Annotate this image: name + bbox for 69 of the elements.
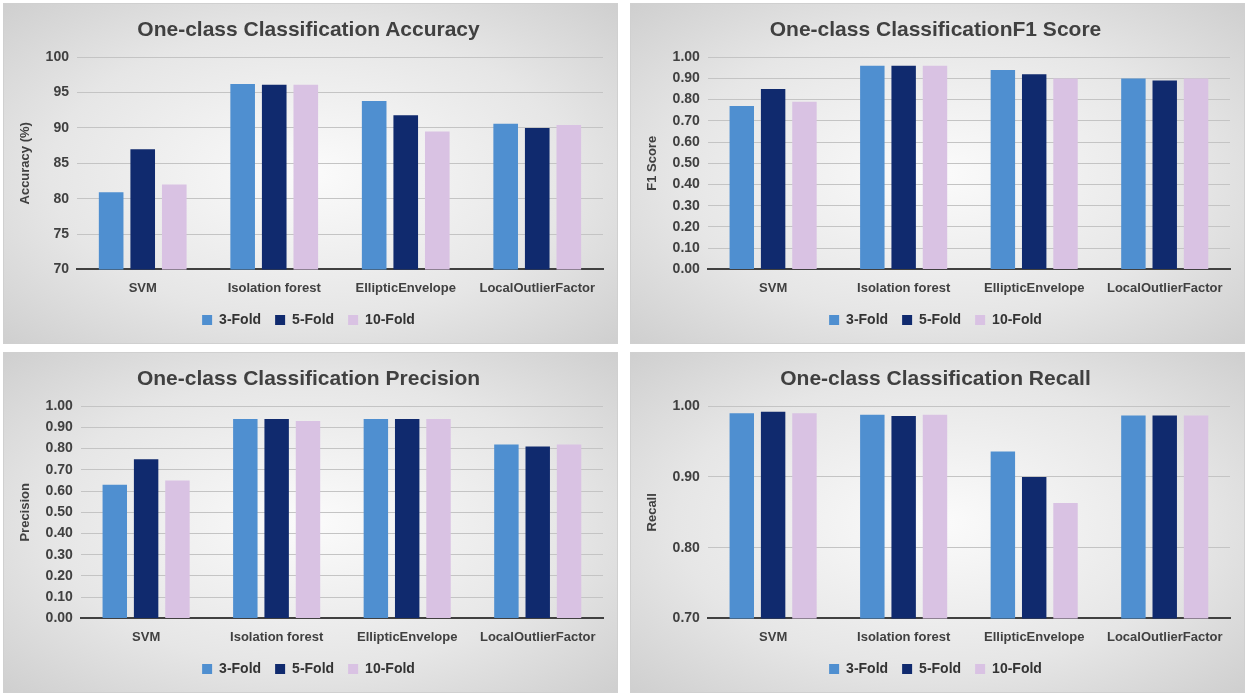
legend-label: 10-Fold bbox=[992, 310, 1042, 327]
y-tick-label: 70 bbox=[53, 260, 70, 277]
x-tick-label: LocalOutlierFactor bbox=[1106, 279, 1223, 295]
y-tick-label: 0.50 bbox=[672, 154, 701, 171]
legend-label: 3-Fold bbox=[219, 659, 262, 676]
y-tick-label: 0.00 bbox=[45, 609, 74, 626]
x-tick-label: EllipticEnvelope bbox=[983, 628, 1085, 644]
chart-title: One-class ClassificationF1 Score bbox=[769, 17, 1102, 41]
y-tick-label: 0.70 bbox=[45, 460, 74, 477]
y-tick-label: 0.20 bbox=[672, 217, 701, 234]
y-tick-label: 1.00 bbox=[672, 397, 701, 414]
x-tick-label: Isolation forest bbox=[230, 628, 324, 644]
chart-title: One-class Classification Accuracy bbox=[137, 17, 480, 41]
x-tick-label: LocalOutlierFactor bbox=[1106, 628, 1223, 644]
y-axis-title: F1 Score bbox=[644, 135, 660, 191]
x-tick-label: SVM bbox=[128, 279, 157, 295]
x-tick-label: LocalOutlierFactor bbox=[479, 279, 596, 295]
y-tick-label: 0.80 bbox=[672, 90, 701, 107]
y-tick-label: 0.90 bbox=[672, 69, 701, 86]
legend-label: 10-Fold bbox=[992, 659, 1042, 676]
y-tick-label: 0.80 bbox=[672, 538, 701, 555]
y-axis-title: Recall bbox=[644, 493, 660, 532]
y-tick-label: 100 bbox=[45, 48, 70, 65]
x-tick-label: Isolation forest bbox=[857, 628, 951, 644]
legend-label: 5-Fold bbox=[292, 310, 335, 327]
y-tick-label: 0.90 bbox=[672, 467, 701, 484]
y-tick-label: 0.40 bbox=[672, 175, 701, 192]
y-tick-label: 0.30 bbox=[672, 196, 701, 213]
y-tick-label: 0.70 bbox=[672, 111, 701, 128]
y-tick-label: 0.80 bbox=[45, 439, 74, 456]
y-tick-label: 75 bbox=[53, 224, 70, 241]
x-tick-label: EllipticEnvelope bbox=[355, 279, 456, 295]
legend-label: 5-Fold bbox=[919, 659, 962, 676]
y-tick-label: 0.20 bbox=[45, 566, 74, 583]
y-tick-label: 1.00 bbox=[672, 48, 701, 65]
y-tick-label: 0.50 bbox=[45, 503, 74, 520]
legend-label: 3-Fold bbox=[846, 659, 889, 676]
y-tick-label: 0.60 bbox=[45, 481, 74, 498]
y-tick-label: 0.60 bbox=[672, 132, 701, 149]
chart-title: One-class Classification Recall bbox=[780, 366, 1091, 390]
legend-label: 3-Fold bbox=[219, 310, 262, 327]
x-tick-label: LocalOutlierFactor bbox=[479, 628, 596, 644]
legend-label: 3-Fold bbox=[846, 310, 889, 327]
y-tick-label: 0.10 bbox=[672, 239, 701, 256]
y-tick-label: 0.70 bbox=[672, 609, 701, 626]
y-tick-label: 0.00 bbox=[672, 260, 701, 277]
y-axis-title: Accuracy (%) bbox=[17, 122, 33, 205]
y-tick-label: 0.40 bbox=[45, 524, 74, 541]
y-tick-label: 95 bbox=[53, 83, 70, 100]
x-tick-label: Isolation forest bbox=[857, 279, 951, 295]
y-axis-title: Precision bbox=[17, 482, 33, 542]
legend-label: 10-Fold bbox=[365, 310, 415, 327]
legend-label: 10-Fold bbox=[365, 659, 415, 676]
legend-label: 5-Fold bbox=[919, 310, 962, 327]
y-tick-label: 0.10 bbox=[45, 588, 74, 605]
y-tick-label: 1.00 bbox=[45, 397, 74, 414]
x-tick-label: SVM bbox=[132, 628, 161, 644]
y-tick-label: 0.30 bbox=[45, 545, 74, 562]
y-tick-label: 80 bbox=[53, 189, 70, 206]
legend-label: 5-Fold bbox=[292, 659, 335, 676]
x-tick-label: SVM bbox=[759, 279, 788, 295]
x-tick-label: Isolation forest bbox=[227, 279, 322, 295]
chart-title: One-class Classification Precision bbox=[136, 366, 481, 390]
x-tick-label: EllipticEnvelope bbox=[356, 628, 458, 644]
y-tick-label: 90 bbox=[53, 118, 70, 135]
y-tick-label: 0.90 bbox=[45, 418, 74, 435]
x-tick-label: SVM bbox=[759, 628, 788, 644]
y-tick-label: 85 bbox=[53, 154, 70, 171]
x-tick-label: EllipticEnvelope bbox=[983, 279, 1085, 295]
